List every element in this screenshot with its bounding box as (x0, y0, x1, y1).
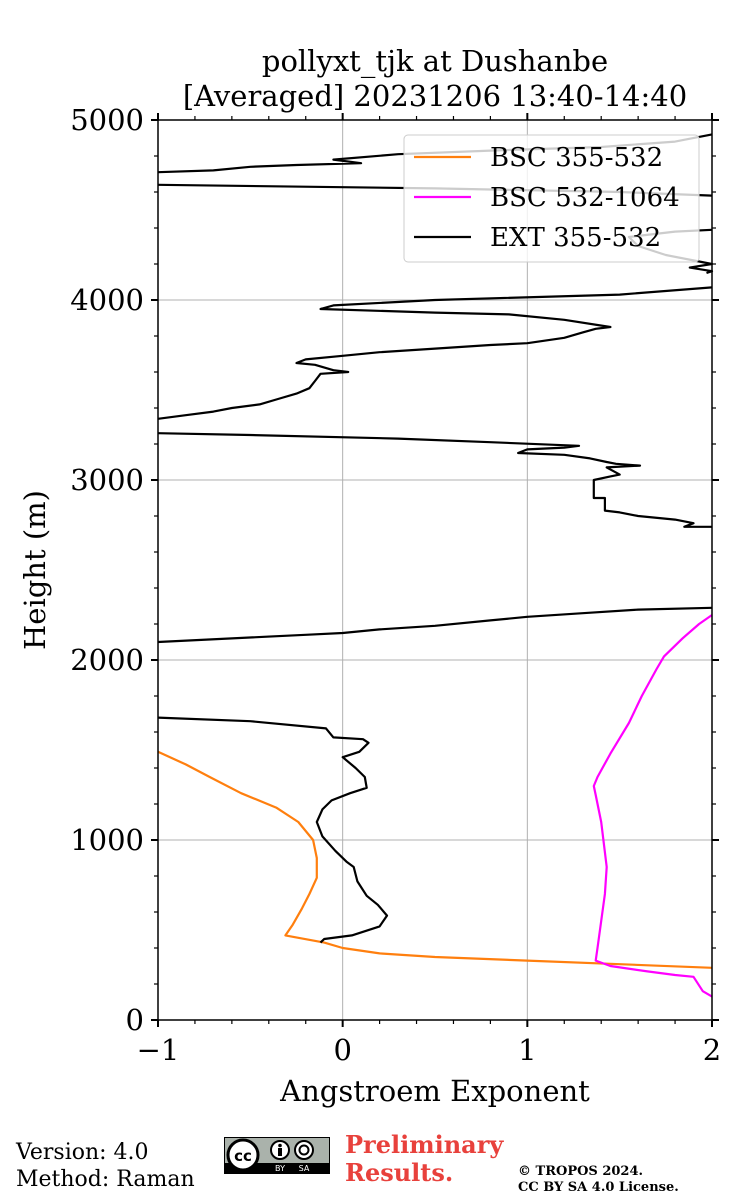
legend-label-ext-355-532: EXT 355-532 (490, 223, 661, 253)
method-text: Method: Raman (16, 1167, 195, 1192)
preliminary-line-2: Results. (345, 1158, 454, 1187)
y-tick-label: 3000 (70, 463, 144, 497)
preliminary-results-notice: Preliminary Results. (345, 1131, 503, 1187)
legend-label-bsc-355-532: BSC 355-532 (490, 143, 663, 173)
x-tick-label: 1 (518, 1033, 536, 1067)
copyright-line-1: © TROPOS 2024. (518, 1164, 644, 1179)
copyright-line-2: CC BY SA 4.0 License. (518, 1180, 679, 1195)
y-tick-label: 4000 (70, 283, 144, 317)
series-layer (157, 133, 714, 998)
preliminary-line-1: Preliminary (345, 1130, 504, 1159)
title-line-1: pollyxt_tjk at Dushanbe (262, 44, 608, 79)
x-tick-label: 2 (703, 1033, 721, 1067)
y-tick-label: 2000 (70, 643, 144, 677)
y-tick-label: 1000 (70, 823, 144, 857)
legend-label-bsc-532-1064: BSC 532-1064 (490, 183, 680, 213)
legend-box (403, 134, 700, 263)
copyright-notice: © TROPOS 2024. CC BY SA 4.0 License. (518, 1164, 679, 1196)
cc-logo-text: cc (234, 1147, 252, 1165)
series-line-bsc-532-1064 (592, 614, 713, 998)
version-text: Version: 4.0 (16, 1140, 149, 1165)
x-tick-label: −1 (137, 1033, 180, 1067)
y-axis-label: Height (m) (18, 490, 52, 650)
x-axis-label: Angstroem Exponent (279, 1074, 590, 1108)
cc-by-sa-license-icon: cc BY SA (224, 1137, 330, 1174)
series-line-bsc-355-532 (157, 750, 713, 969)
chart-title: pollyxt_tjk at Dushanbe[Averaged] 202312… (183, 44, 687, 113)
title-line-2: [Averaged] 20231206 13:40-14:40 (183, 79, 687, 113)
y-tick-label: 0 (126, 1003, 144, 1037)
sa-logo-text: SA (299, 1164, 310, 1173)
by-logo-text: BY (275, 1164, 285, 1173)
plot-frame (157, 119, 713, 1021)
legend: BSC 355-532 BSC 532-1064 EXT 355-532 (403, 134, 700, 263)
x-tick-label: 0 (333, 1033, 351, 1067)
y-tick-label: 5000 (70, 103, 144, 137)
